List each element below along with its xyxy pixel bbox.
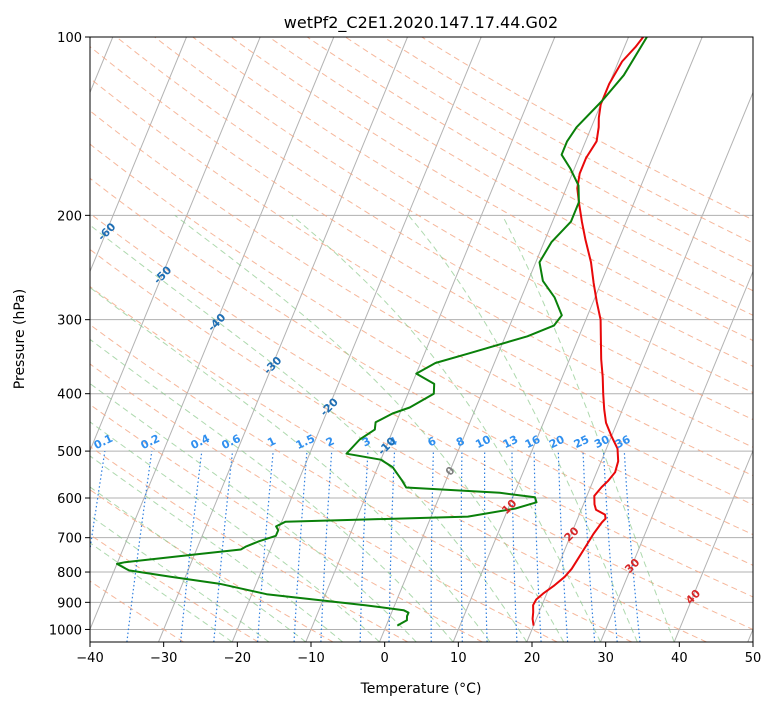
x-tick-label: 20 bbox=[524, 651, 541, 666]
y-tick-label: 800 bbox=[57, 566, 82, 581]
y-tick-label: 600 bbox=[57, 492, 82, 507]
x-tick-label: −10 bbox=[297, 651, 324, 666]
y-tick-label: 900 bbox=[57, 596, 82, 611]
y-tick-label: 200 bbox=[57, 209, 82, 224]
y-tick-label: 1000 bbox=[49, 623, 82, 638]
x-tick-label: 30 bbox=[597, 651, 614, 666]
x-tick-label: 0 bbox=[381, 651, 389, 666]
y-axis-label: Pressure (hPa) bbox=[12, 289, 28, 389]
x-axis-label: Temperature (°C) bbox=[360, 681, 482, 697]
y-tick-label: 100 bbox=[57, 31, 82, 46]
x-tick-label: 40 bbox=[671, 651, 688, 666]
x-tick-label: 50 bbox=[745, 651, 762, 666]
y-tick-label: 500 bbox=[57, 445, 82, 460]
x-tick-label: −20 bbox=[224, 651, 251, 666]
x-tick-label: 10 bbox=[450, 651, 467, 666]
y-tick-label: 300 bbox=[57, 314, 82, 329]
y-tick-label: 400 bbox=[57, 388, 82, 403]
y-tick-label: 700 bbox=[57, 532, 82, 547]
x-tick-label: −40 bbox=[76, 651, 103, 666]
x-tick-label: −30 bbox=[150, 651, 177, 666]
chart-title: wetPf2_C2E1.2020.147.17.44.G02 bbox=[284, 13, 558, 33]
